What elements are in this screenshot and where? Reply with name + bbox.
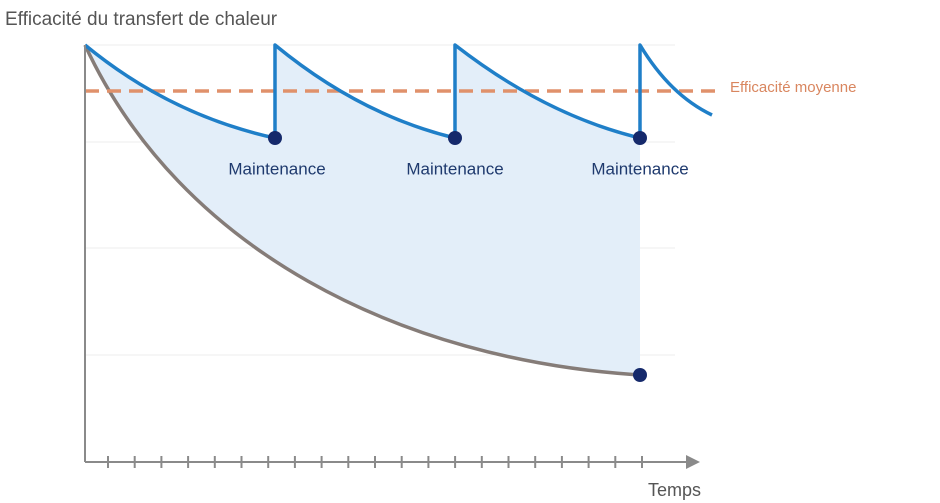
gain-area — [85, 45, 640, 375]
maintenance-point — [268, 131, 282, 145]
points — [268, 131, 647, 382]
x-ticks — [107, 456, 643, 468]
axes — [84, 45, 688, 463]
event-label: Maintenance — [591, 159, 688, 178]
event-label: Maintenance — [406, 159, 503, 178]
average-label: Efficacité moyenne — [730, 79, 856, 96]
maintenance-point — [633, 131, 647, 145]
event-label: Maintenance — [228, 159, 325, 178]
y-axis-label: Efficacité du transfert de chaleur — [5, 9, 278, 30]
end-point — [633, 368, 647, 382]
x-axis-arrow — [686, 455, 700, 469]
no-maintenance-curve — [83, 44, 641, 377]
maintenance-point — [448, 131, 462, 145]
x-axis-label: Temps — [648, 480, 701, 500]
